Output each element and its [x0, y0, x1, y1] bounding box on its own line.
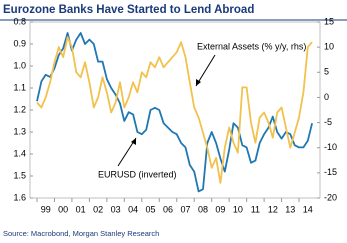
y-tick-label: 1.1 — [13, 82, 26, 92]
y2-tick-label: 5 — [324, 67, 329, 77]
x-tick-label: 12 — [268, 204, 278, 214]
x-tick-label: 02 — [93, 204, 103, 214]
y-tick-label: 0.8 — [13, 16, 26, 26]
x-tick-label: 14 — [303, 204, 313, 214]
arrow-head — [196, 79, 201, 86]
x-tick-label: 13 — [285, 204, 295, 214]
arrow — [195, 54, 216, 87]
series-line — [36, 32, 313, 193]
y-tick-label: 1.2 — [13, 104, 26, 114]
arrow-head — [131, 138, 136, 145]
annotation: EURUSD (inverted) — [98, 169, 177, 179]
y2-tick-label: -20 — [324, 192, 337, 202]
y2-tick-label: 15 — [324, 16, 334, 26]
x-tick-label: 00 — [58, 204, 68, 214]
y-tick-label: 1.5 — [13, 170, 26, 180]
x-tick-label: 08 — [198, 204, 208, 214]
x-tick-label: 09 — [215, 204, 225, 214]
x-tick-label: 99 — [41, 204, 51, 214]
x-tick-label: 03 — [111, 204, 121, 214]
source-note: Source: Macrobond, Morgan Stanley Resear… — [3, 229, 159, 238]
x-tick-label: 04 — [128, 204, 138, 214]
series-line — [36, 36, 313, 184]
x-tick-label: 11 — [251, 204, 260, 214]
y-tick-label: 1.3 — [13, 126, 26, 136]
y2-tick-label: 0 — [324, 92, 329, 102]
x-tick-label: 01 — [76, 204, 86, 214]
y-tick-label: 1.6 — [13, 192, 26, 202]
y2-tick-label: 10 — [324, 42, 334, 52]
chart-title: Eurozone Banks Have Started to Lend Abro… — [3, 4, 254, 16]
y-tick-label: 1.0 — [13, 60, 26, 70]
y-tick-label: 1.4 — [13, 148, 26, 158]
annotation: External Assets (% y/y, rhs) — [197, 41, 306, 51]
y-tick-label: 0.9 — [13, 38, 26, 48]
y2-tick-label: -5 — [324, 117, 332, 127]
x-tick-label: 07 — [180, 204, 190, 214]
x-tick-label: 05 — [146, 204, 156, 214]
x-tick-label: 10 — [233, 204, 243, 214]
y2-tick-label: -10 — [324, 142, 337, 152]
y2-tick-label: -15 — [324, 167, 337, 177]
x-tick-label: 06 — [163, 204, 173, 214]
